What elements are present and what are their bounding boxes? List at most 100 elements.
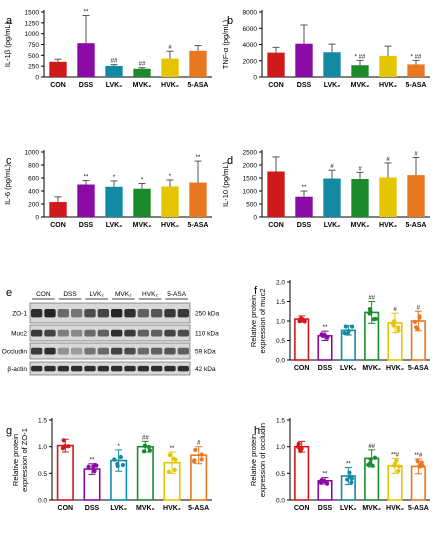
y-tick-label: 8000 bbox=[243, 10, 258, 17]
x-tick-label: MVK₂ bbox=[133, 222, 152, 229]
blot-size-label: 59 kDa bbox=[195, 349, 216, 356]
y-tick-label: 0.0 bbox=[276, 358, 285, 365]
y-tick-label: 1000 bbox=[25, 31, 40, 38]
x-tick-label: LVK₂ bbox=[110, 505, 127, 512]
bar bbox=[105, 65, 123, 77]
x-tick-label: DSS bbox=[85, 505, 100, 512]
blot-band bbox=[31, 347, 43, 355]
data-point bbox=[372, 455, 378, 460]
blot-column-label: 5-ASA bbox=[167, 291, 186, 298]
x-tick-label: CON bbox=[268, 82, 284, 89]
x-tick-label: CON bbox=[58, 505, 74, 512]
blot-band bbox=[124, 309, 136, 318]
significance-mark: ** bbox=[196, 155, 201, 161]
significance-mark: ## bbox=[368, 296, 375, 302]
x-tick-label: DSS bbox=[297, 82, 312, 89]
blot-band bbox=[71, 309, 83, 318]
x-tick-label: MVK₂ bbox=[351, 222, 370, 229]
y-tick-label: 0 bbox=[35, 215, 39, 222]
x-tick-label: HVK₂ bbox=[379, 82, 397, 89]
significance-mark: * bbox=[113, 175, 116, 181]
blot-band bbox=[97, 329, 109, 337]
significance-mark: # bbox=[386, 157, 390, 163]
panel-d: d 0 500 1000 1500 2000 2500 IL-10 (pg/mL) CON ** D… bbox=[221, 150, 430, 229]
bar bbox=[189, 182, 207, 217]
panel-letter: a bbox=[6, 15, 13, 27]
y-tick-label: 1500 bbox=[243, 176, 258, 183]
y-tick-label: 1500 bbox=[25, 10, 40, 17]
data-point bbox=[345, 477, 350, 482]
x-tick-label: LVK₂ bbox=[324, 222, 341, 229]
data-point bbox=[396, 325, 401, 330]
significance-mark: # bbox=[393, 307, 397, 313]
data-point bbox=[412, 319, 418, 324]
blot-strip bbox=[29, 324, 191, 342]
blot-band bbox=[31, 309, 43, 318]
significance-mark: ** bbox=[170, 446, 175, 452]
blot-band bbox=[57, 329, 69, 337]
data-point bbox=[115, 463, 120, 469]
blot-band bbox=[124, 329, 136, 337]
bar bbox=[407, 64, 425, 77]
data-point bbox=[371, 317, 376, 322]
blot-band bbox=[137, 365, 149, 372]
data-point bbox=[392, 461, 398, 466]
bar bbox=[379, 177, 397, 217]
significance-mark: # bbox=[417, 305, 421, 311]
y-tick-label: 500 bbox=[246, 202, 257, 209]
blot-band bbox=[151, 309, 163, 318]
significance-mark: ## bbox=[368, 444, 375, 450]
x-tick-label: 5-ASA bbox=[405, 222, 426, 229]
y-tick-label: 0.0 bbox=[276, 498, 285, 505]
y-axis-label: IL-6 (pg/mL) bbox=[3, 164, 12, 205]
blot-column-label: MVK₂ bbox=[115, 291, 132, 298]
data-point bbox=[166, 469, 171, 474]
blot-band bbox=[177, 309, 189, 318]
significance-mark: * bbox=[169, 174, 172, 180]
data-point bbox=[60, 446, 65, 451]
x-tick-label: DSS bbox=[79, 222, 94, 229]
y-tick-label: 2000 bbox=[243, 58, 258, 65]
bar bbox=[323, 178, 341, 217]
blot-column-label: HVK₂ bbox=[142, 291, 158, 298]
blot-band bbox=[84, 329, 96, 337]
bar bbox=[294, 318, 310, 361]
bar bbox=[49, 61, 67, 77]
blot-band bbox=[164, 309, 176, 318]
bar bbox=[267, 171, 285, 217]
bar bbox=[77, 43, 95, 77]
data-point bbox=[112, 457, 117, 462]
data-point bbox=[350, 324, 355, 329]
blot-column-label: LVK₂ bbox=[90, 291, 105, 298]
blot-protein-label: Occludin bbox=[2, 349, 28, 356]
x-tick-label: 5-ASA bbox=[187, 222, 208, 229]
data-point bbox=[322, 333, 327, 338]
data-point bbox=[346, 328, 351, 334]
x-tick-label: CON bbox=[50, 82, 66, 89]
x-tick-label: HVK₂ bbox=[386, 365, 404, 372]
blot-band bbox=[57, 347, 69, 355]
blot-band bbox=[177, 365, 189, 372]
significance-mark: ** bbox=[84, 9, 89, 15]
panel-letter: h bbox=[254, 425, 260, 437]
y-tick-label: 200 bbox=[28, 202, 39, 209]
data-point bbox=[142, 443, 148, 448]
y-tick-label: 400 bbox=[28, 189, 39, 196]
x-tick-label: HVK₂ bbox=[379, 222, 397, 229]
blot-band bbox=[151, 329, 163, 337]
x-tick-label: HVK₂ bbox=[386, 505, 404, 512]
data-point bbox=[147, 448, 152, 453]
blot-band bbox=[137, 329, 149, 337]
x-tick-label: CON bbox=[268, 222, 284, 229]
panel-h: h 0.0 0.5 1.0 1.5 Relative proteinexpression … bbox=[249, 418, 430, 512]
bar bbox=[161, 186, 179, 217]
blot-band bbox=[44, 309, 56, 318]
blot-size-label: 42 kDa bbox=[195, 366, 216, 373]
data-point bbox=[86, 464, 91, 469]
data-point bbox=[417, 315, 422, 320]
blot-band bbox=[137, 309, 149, 318]
data-point bbox=[172, 467, 177, 472]
bar bbox=[133, 68, 151, 77]
panel-letter: b bbox=[227, 15, 233, 27]
blot-band bbox=[164, 347, 176, 355]
